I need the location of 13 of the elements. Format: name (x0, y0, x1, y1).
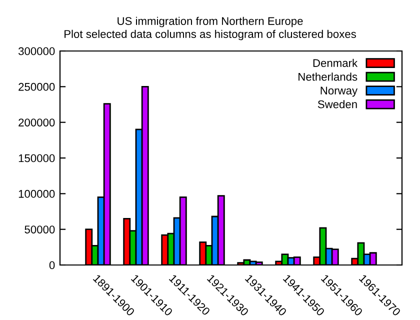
legend-label: Denmark (313, 58, 358, 67)
legend-label: Sweden (318, 100, 357, 108)
y-tick-label: 0 (49, 261, 55, 270)
y-tick-label: 50000 (24, 226, 55, 234)
y-tick-label: 150000 (18, 154, 55, 162)
chart-subtitle: Plot selected data columns as histogram of clustered boxes (64, 30, 356, 40)
y-tick-label: 100000 (18, 190, 55, 198)
legend-label: Netherlands (298, 72, 358, 81)
y-tick-label: 250000 (18, 82, 55, 91)
y-tick-label: 300000 (18, 47, 55, 56)
legend-label: Norway (320, 86, 358, 97)
chart-title: US immigration from Northern Europe (118, 16, 303, 28)
y-tick-label: 200000 (18, 118, 55, 126)
